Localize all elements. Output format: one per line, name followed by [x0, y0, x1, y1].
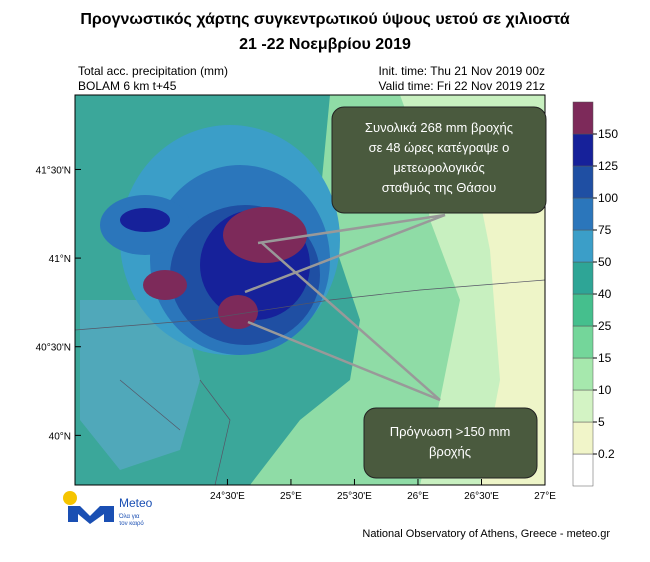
map-frame	[74, 94, 546, 486]
init-time: Init. time: Thu 21 Nov 2019 00z	[378, 64, 545, 78]
annotation-text: μετεωρολογικός	[393, 160, 485, 175]
colorbar-label: 15	[598, 351, 612, 365]
variable: Total acc. precipitation (mm)	[78, 64, 228, 78]
logo-name: Meteo	[119, 496, 153, 510]
colorbar-label: 100	[598, 191, 618, 205]
colorbar-swatch	[572, 453, 594, 487]
colorbar-label: 150	[598, 127, 618, 141]
colorbar-swatch	[572, 357, 594, 391]
axes: 24°30'E 25°E 25°30'E 26°E 26°30'E 27°E 41°30'N…	[36, 165, 557, 502]
colorbar-label: 125	[598, 159, 618, 173]
logo-sun	[63, 491, 77, 505]
title-line: 21 -22 Νοεμβρίου 2019	[239, 36, 411, 53]
annotation-box	[331, 106, 547, 214]
lat-tick-label: 40°N	[49, 431, 71, 442]
lat-tick-label: 41°30'N	[36, 165, 71, 176]
arrows	[244, 213, 446, 402]
annotation-text: βροχής	[429, 444, 471, 459]
colorbar-label: 50	[598, 255, 612, 269]
colorbar-swatch	[572, 421, 594, 455]
colorbar-label: 10	[598, 383, 612, 397]
colorbar-swatch	[572, 101, 594, 135]
lon-tick-label: 26°E	[407, 491, 429, 502]
footer: National Observatory of Athens, Greece -…	[362, 528, 610, 540]
colorbar-swatch	[572, 325, 594, 359]
colorbar-label: 40	[598, 287, 612, 301]
colorbar-swatch	[572, 229, 594, 263]
colorbar-swatch	[572, 133, 594, 167]
lat-tick-label: 41°N	[49, 254, 71, 265]
model: BOLAM 6 km t+45	[78, 79, 177, 93]
annotation-text: σταθμός της Θάσου	[382, 180, 497, 195]
lon-tick-label: 26°30'E	[464, 491, 499, 502]
annotation-text: Συνολικά 268 mm βροχής	[365, 120, 513, 135]
lon-tick-label: 25°30'E	[337, 491, 372, 502]
lon-tick-label: 27°E	[534, 491, 556, 502]
logo-tagline: Όλα για	[118, 514, 140, 520]
title-line: Προγνωστικός χάρτης συγκεντρωτικού ύψους…	[80, 11, 570, 28]
lat-tick-label: 40°30'N	[36, 343, 71, 354]
lon-tick-label: 24°30'E	[210, 491, 245, 502]
annotations: Συνολικά 268 mm βροχής σε 48 ώρες κατέγρα…	[365, 120, 513, 459]
colorbar: 0.2 5 10 15 25 40 50 75 100 125 150	[572, 101, 618, 487]
logo-tagline: τον καιρό	[119, 520, 144, 527]
colorbar-label: 75	[598, 223, 612, 237]
colorbar-swatch	[572, 197, 594, 231]
colorbar-swatch	[572, 165, 594, 199]
annotation-box	[363, 407, 538, 479]
logo-mark	[68, 506, 114, 524]
colorbar-swatch	[572, 261, 594, 295]
annotation-text: Πρόγνωση >150 mm	[390, 424, 511, 439]
valid-time: Valid time: Fri 22 Nov 2019 21z	[378, 79, 545, 93]
colorbar-swatch	[572, 293, 594, 327]
lon-tick-label: 25°E	[280, 491, 302, 502]
colorbar-label: 0.2	[598, 447, 615, 461]
annotation-text: σε 48 ώρες κατέγραψε ο	[369, 140, 510, 155]
colorbar-label: 25	[598, 319, 612, 333]
colorbar-swatch	[572, 389, 594, 423]
colorbar-label: 5	[598, 415, 605, 429]
